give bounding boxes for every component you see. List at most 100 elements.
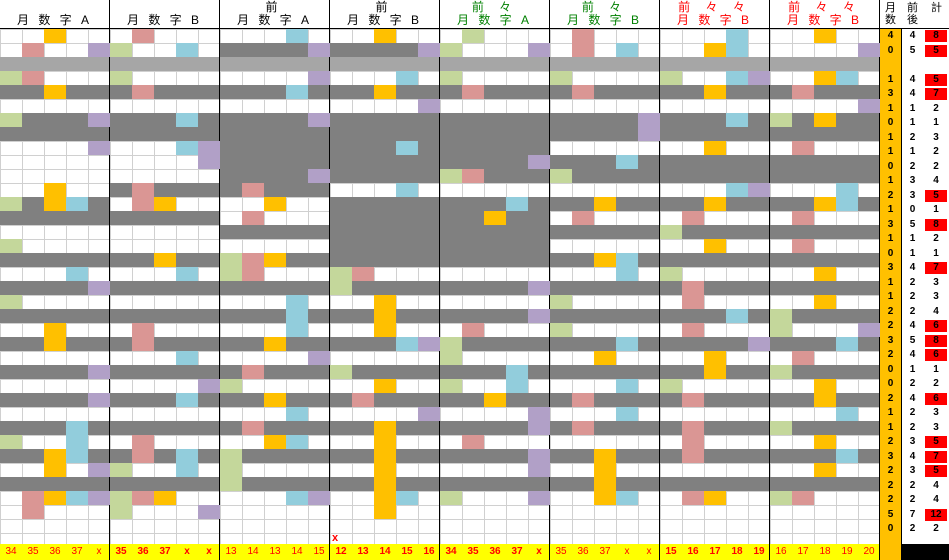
pink-cell — [132, 183, 154, 197]
blue-cell — [66, 421, 88, 435]
separator-row — [330, 57, 439, 71]
separator-row — [660, 57, 769, 71]
gray-row — [440, 337, 549, 351]
pink-cell — [242, 253, 264, 267]
gray-row — [220, 43, 329, 57]
purple-cell — [308, 169, 330, 183]
blue-cell — [726, 113, 748, 127]
green-cell — [440, 71, 462, 85]
blue-cell — [286, 309, 308, 323]
green-cell — [440, 169, 462, 183]
gray-row — [440, 85, 549, 99]
gray-row — [440, 477, 549, 491]
gray-row — [660, 253, 769, 267]
sidebar-value: 2 — [933, 146, 939, 157]
sidebar-value: 3 — [887, 218, 894, 230]
pink-cell — [682, 393, 704, 407]
footer-value: 35 — [27, 546, 39, 557]
orange-cell — [704, 365, 726, 379]
purple-cell — [308, 113, 330, 127]
sidebar-count-column — [880, 29, 901, 560]
gray-row — [0, 127, 109, 141]
footer-value: 34 — [445, 546, 457, 557]
gray-row — [440, 253, 549, 267]
purple-cell — [528, 463, 550, 477]
sidebar-value: 1 — [887, 407, 894, 418]
pink-cell — [792, 491, 814, 505]
sidebar-value: 2 — [887, 305, 894, 317]
gray-row — [550, 155, 659, 169]
footer-value: 37 — [599, 546, 611, 557]
sidebar-value: 6 — [925, 392, 947, 405]
purple-cell — [638, 127, 660, 141]
orange-cell — [374, 435, 396, 449]
orange-cell — [704, 239, 726, 253]
footer-value: x — [536, 546, 542, 557]
gray-row — [550, 113, 659, 127]
pink-cell — [572, 211, 594, 225]
green-cell — [462, 29, 484, 43]
panel-header-1: 月 数 字 A — [0, 0, 109, 28]
blue-cell — [616, 407, 638, 421]
sidebar-value: 5 — [887, 508, 894, 520]
green-cell — [0, 71, 22, 85]
gray-row — [660, 127, 769, 141]
green-cell — [550, 169, 572, 183]
sidebar-value: 0 — [887, 363, 894, 375]
blue-cell — [286, 323, 308, 337]
orange-cell — [374, 463, 396, 477]
gray-row — [770, 337, 879, 351]
panel-header-2: 月 数 字 B — [110, 0, 219, 28]
green-cell — [110, 71, 132, 85]
blue-cell — [66, 267, 88, 281]
green-cell — [0, 239, 22, 253]
gray-row — [550, 225, 659, 239]
sidebar-value: 1 — [909, 363, 916, 375]
gray-row — [0, 253, 109, 267]
blue-cell — [506, 197, 528, 211]
purple-cell — [198, 155, 220, 169]
orange-cell — [704, 491, 726, 505]
orange-cell — [594, 197, 616, 211]
pink-cell — [352, 393, 374, 407]
gray-row — [550, 365, 659, 379]
gray-row — [0, 365, 109, 379]
panel-header-line2: 月 数 字 B — [126, 13, 202, 27]
sidebar-value: 0 — [887, 160, 894, 172]
sidebar-header-col1: 月数 — [885, 2, 896, 26]
sidebar-header-col3: 計 — [931, 2, 942, 14]
gray-row — [110, 421, 219, 435]
gray-row — [330, 365, 439, 379]
sidebar-value: 4 — [933, 305, 939, 317]
gray-row — [220, 309, 329, 323]
sidebar-value: 4 — [909, 320, 916, 331]
gray-row — [220, 225, 329, 239]
gray-row — [440, 197, 549, 211]
pink-cell — [682, 421, 704, 435]
orange-cell — [264, 435, 286, 449]
orange-cell — [814, 393, 836, 407]
green-cell — [770, 323, 792, 337]
green-cell — [220, 449, 242, 463]
sidebar-value: 2 — [909, 131, 916, 143]
footer-value: 37 — [511, 546, 523, 557]
gray-row — [110, 393, 219, 407]
orange-cell — [44, 337, 66, 351]
gray-row — [660, 113, 769, 127]
sidebar-value: 4 — [909, 73, 916, 85]
sidebar-value: 2 — [909, 305, 916, 317]
gray-row — [220, 281, 329, 295]
orange-cell — [704, 141, 726, 155]
purple-cell — [528, 309, 550, 323]
sidebar-value: 0 — [887, 247, 894, 259]
green-cell — [550, 323, 572, 337]
footer-value: x — [184, 546, 190, 557]
footer-value: 16 — [687, 546, 699, 557]
pink-cell — [132, 323, 154, 337]
green-cell — [660, 267, 682, 281]
pink-cell — [682, 435, 704, 449]
sidebar-value: 8 — [925, 218, 947, 231]
blue-cell — [616, 379, 638, 393]
green-cell — [220, 477, 242, 491]
purple-cell — [88, 281, 110, 295]
